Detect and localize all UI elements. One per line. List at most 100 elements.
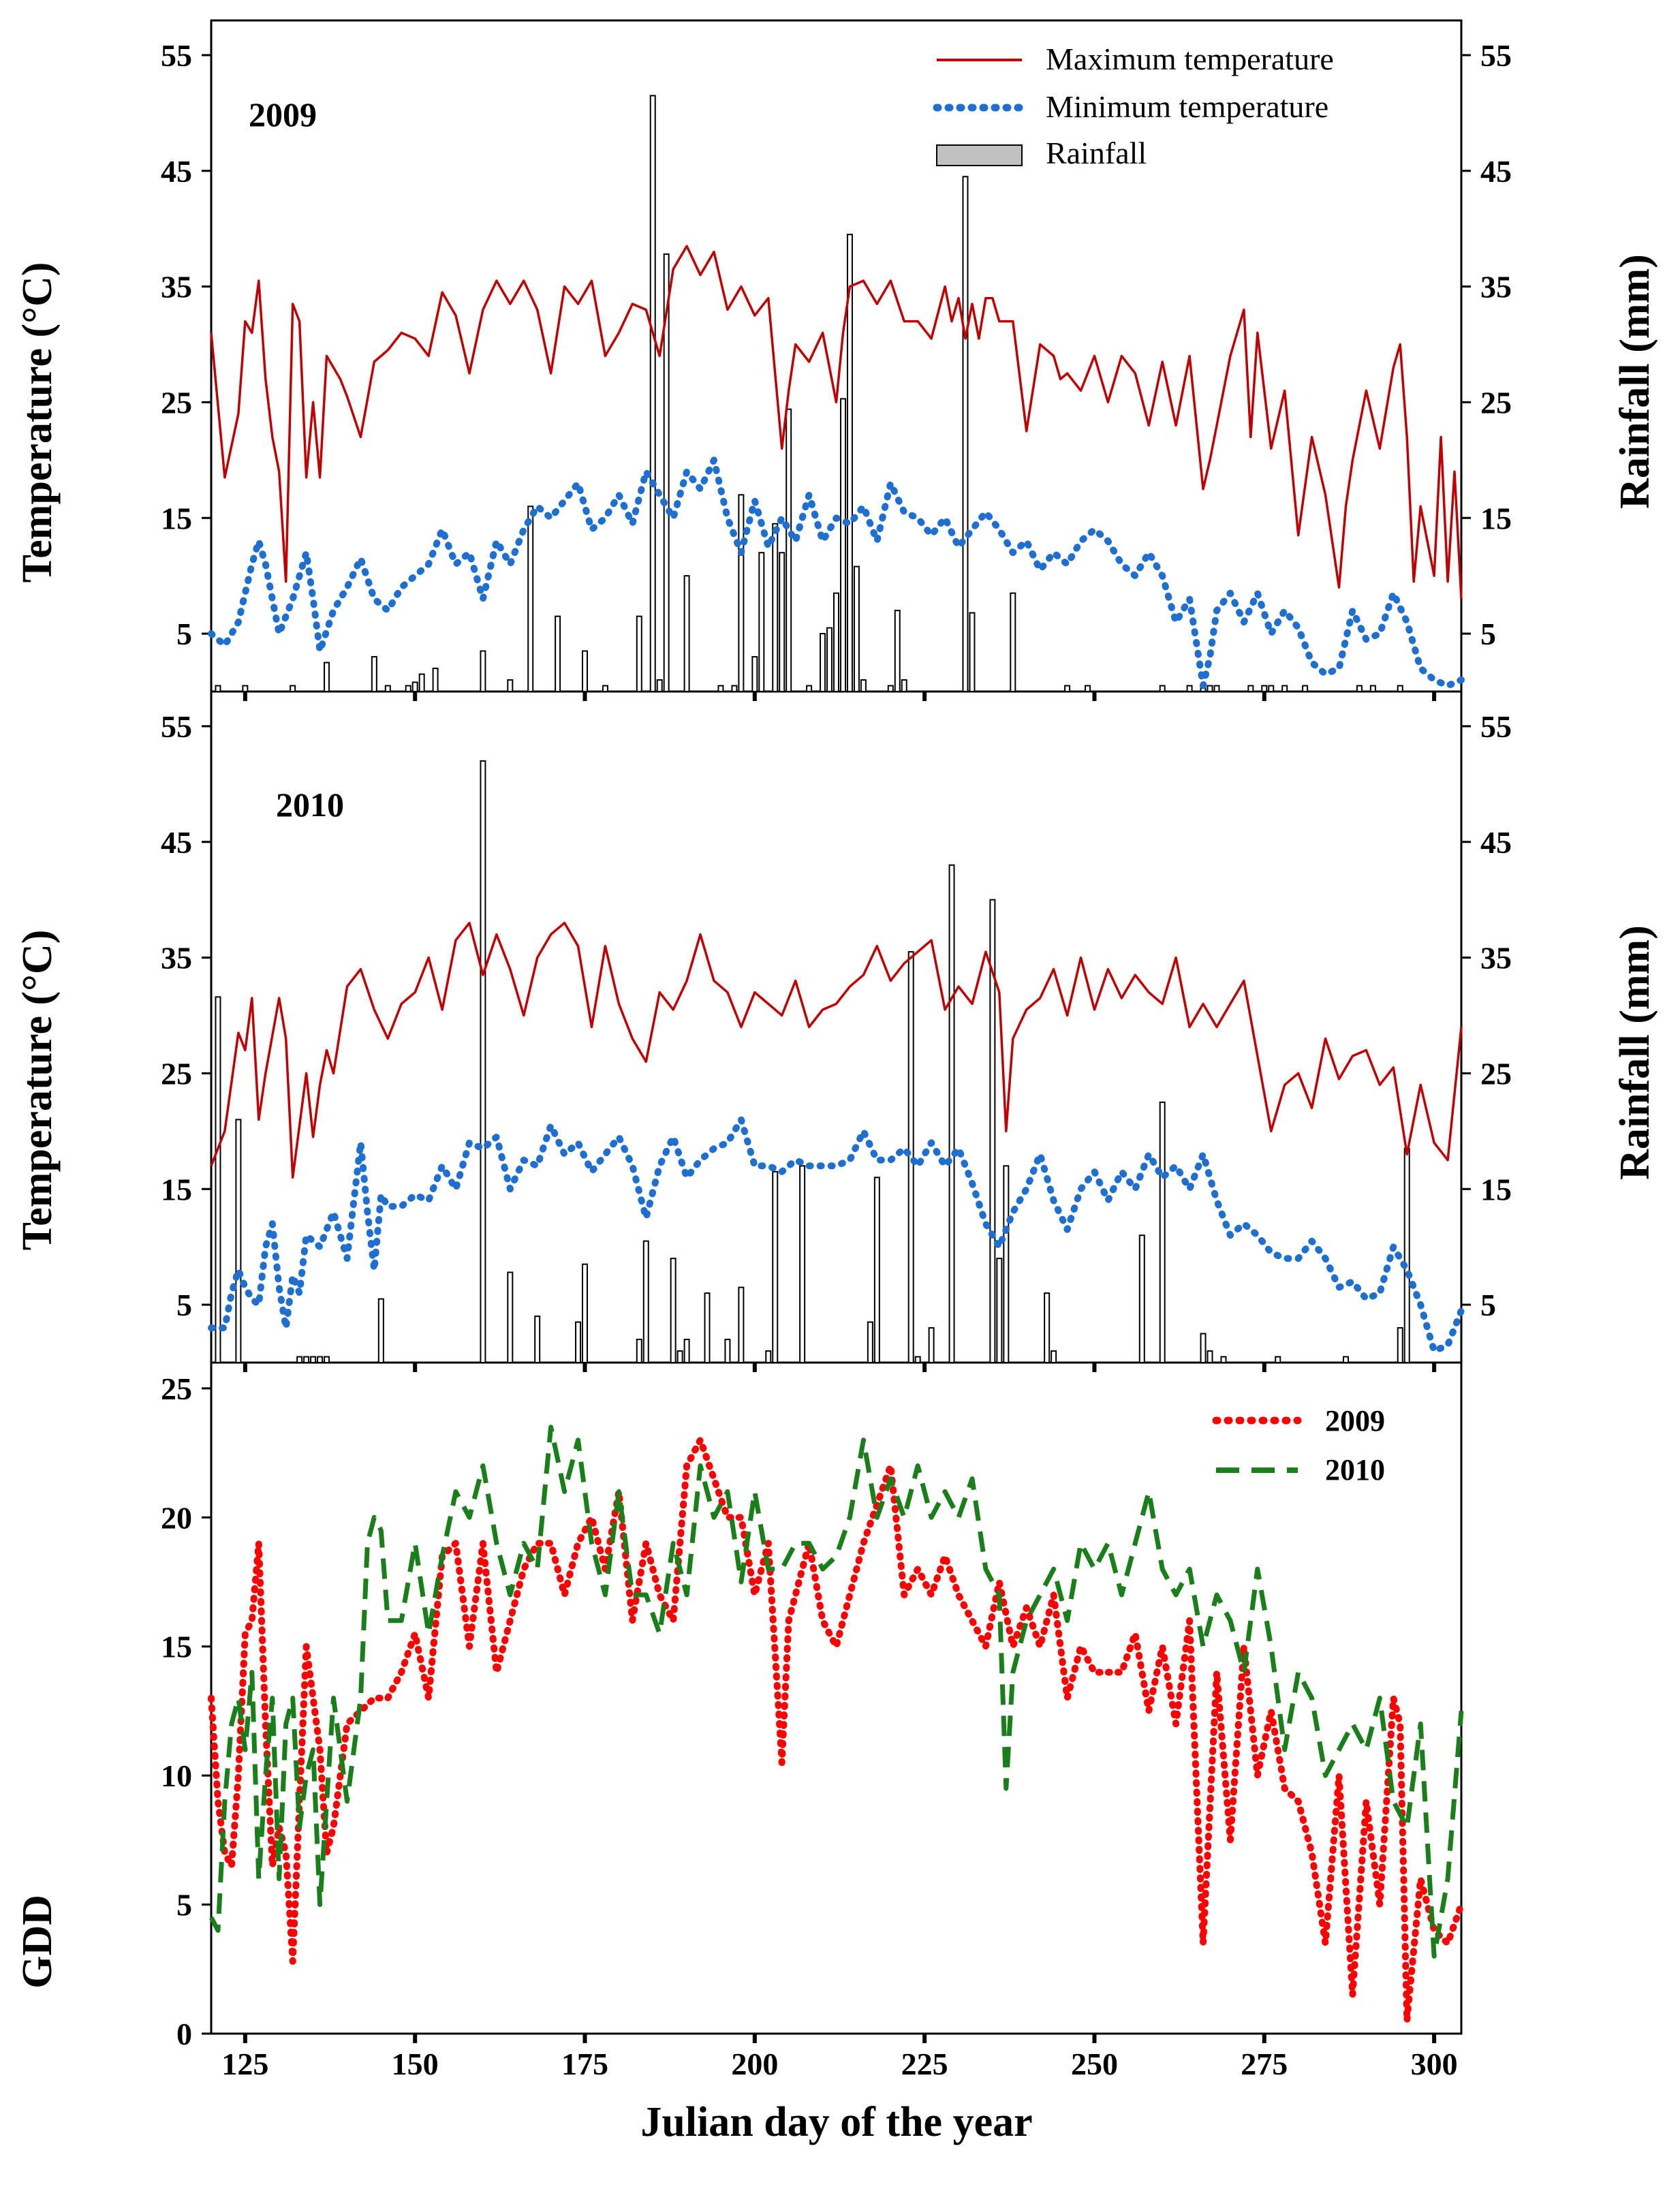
y-tick-label-right: 45 bbox=[1480, 825, 1512, 860]
rainfall-bar bbox=[1403, 1147, 1410, 1363]
y-tick-label-left: 25 bbox=[161, 385, 192, 420]
rainfall-bar bbox=[779, 552, 785, 693]
rainfall-bar bbox=[853, 565, 860, 692]
temperature-axis-title-2010: Temperature (°C) bbox=[14, 930, 61, 1251]
rainfall-bar bbox=[507, 1271, 514, 1363]
rainfall-bar bbox=[1200, 1333, 1207, 1363]
rainfall-bar bbox=[555, 615, 561, 692]
y-tick-label-right: 55 bbox=[1480, 38, 1512, 73]
x-tick-label: 275 bbox=[1241, 2047, 1288, 2081]
rainfall-bar bbox=[1247, 685, 1254, 692]
rainfall-bar bbox=[1051, 1350, 1057, 1363]
y-tick-label-left: 25 bbox=[161, 1056, 192, 1091]
y-tick-label-left: 55 bbox=[161, 38, 192, 73]
rainfall-bar bbox=[1044, 1292, 1051, 1363]
rainfall-bar bbox=[1342, 1356, 1349, 1364]
rainfall-bar bbox=[676, 1350, 683, 1363]
y-tick-label-left: 35 bbox=[161, 270, 192, 305]
x-tick-label: 150 bbox=[392, 2047, 439, 2081]
x-tick-label: 175 bbox=[561, 2047, 608, 2081]
rainfall-bar bbox=[1207, 1350, 1213, 1363]
x-tick-label: 125 bbox=[221, 2047, 268, 2081]
rainfall-bar bbox=[290, 685, 296, 692]
rainfall-bar bbox=[1064, 685, 1071, 692]
rainfall-bar bbox=[1369, 685, 1376, 692]
rainfall-bar bbox=[1302, 685, 1309, 692]
rainfall-bar bbox=[785, 408, 792, 692]
rainfall-bar bbox=[1220, 1356, 1227, 1364]
rainfall-bar bbox=[738, 1286, 745, 1363]
y-tick-label-right: 45 bbox=[1480, 154, 1512, 189]
y-tick-label-left: 5 bbox=[176, 617, 192, 651]
rainfall-bar bbox=[867, 1321, 873, 1363]
rainfall-bar bbox=[636, 1339, 642, 1363]
rainfall-bar bbox=[215, 996, 221, 1363]
rainfall-bar bbox=[901, 679, 907, 692]
rainfall-bar bbox=[758, 552, 765, 693]
x-tick-label: 200 bbox=[731, 2047, 778, 2081]
rainfall-bar bbox=[833, 592, 839, 692]
rainfall-bar bbox=[1159, 685, 1166, 692]
rainfall-bar bbox=[432, 668, 439, 693]
rainfall-bar bbox=[663, 253, 670, 693]
rainfall-bar bbox=[507, 679, 514, 692]
rainfall-bar bbox=[235, 1119, 242, 1363]
y-tick-label-right: 35 bbox=[1480, 941, 1512, 976]
legend-temperature-rainfall: Maximum temperature Minimum temperature … bbox=[933, 42, 1334, 170]
rainfall-axis-title-2009: Rainfall (mm) bbox=[1612, 254, 1658, 509]
rainfall-bar bbox=[1397, 1327, 1403, 1364]
legend-max-label: Maximum temperature bbox=[1046, 42, 1334, 76]
rainfall-bar bbox=[928, 1327, 935, 1364]
rainfall-bar bbox=[1275, 1356, 1281, 1364]
rainfall-bar bbox=[765, 1350, 772, 1363]
rainfall-bar bbox=[772, 523, 779, 692]
rainfall-bar bbox=[1003, 1165, 1010, 1363]
rainfall-bar bbox=[1207, 685, 1213, 692]
legend-min-label: Minimum temperature bbox=[1046, 89, 1328, 124]
rainfall-bar bbox=[602, 685, 608, 692]
rainfall-bar bbox=[860, 679, 867, 692]
panel-gdd-frame bbox=[210, 1361, 1463, 2035]
rainfall-bar bbox=[636, 615, 642, 692]
rainfall-bar bbox=[704, 1292, 711, 1363]
y-tick-label-left: 25 bbox=[161, 1371, 192, 1406]
rainfall-bar bbox=[996, 1258, 1003, 1363]
rainfall-bar bbox=[962, 176, 969, 693]
y-tick-label-right: 25 bbox=[1480, 1056, 1512, 1091]
rainfall-bar bbox=[670, 1258, 676, 1363]
rainfall-bar bbox=[969, 612, 976, 692]
rainfall-bar bbox=[1084, 685, 1091, 692]
rainfall-bar bbox=[1261, 685, 1268, 692]
legend-rain-label: Rainfall bbox=[1046, 136, 1147, 170]
rainfall-bar bbox=[1159, 1101, 1166, 1363]
y-tick-label-left: 10 bbox=[161, 1758, 192, 1793]
rainfall-bar bbox=[1213, 685, 1220, 692]
y-tick-label-left: 55 bbox=[161, 709, 192, 744]
gdd-axis-title: GDD bbox=[14, 1895, 61, 1989]
rainfall-bar bbox=[1356, 685, 1363, 692]
rainfall-bar bbox=[894, 610, 901, 692]
series-line-2010 bbox=[208, 1425, 1464, 1959]
legend-gdd: 2009 2010 bbox=[1212, 1404, 1385, 1487]
rainfall-bar bbox=[1281, 685, 1288, 692]
panel-2009-frame bbox=[210, 19, 1463, 693]
rainfall-bar bbox=[411, 681, 418, 693]
rainfall-bar bbox=[1138, 1234, 1145, 1364]
rainfall-bar bbox=[1010, 592, 1016, 692]
legend-2009-label: 2009 bbox=[1325, 1404, 1385, 1438]
rainfall-bar bbox=[480, 650, 486, 693]
rainfall-bar bbox=[751, 656, 758, 692]
y-tick-label-right: 5 bbox=[1480, 1288, 1496, 1322]
rainfall-bar bbox=[826, 627, 833, 693]
rainfall-bar bbox=[683, 575, 690, 693]
rainfall-bar bbox=[839, 398, 846, 692]
rainfall-bar bbox=[405, 685, 411, 692]
series-line-2009 bbox=[208, 1436, 1465, 2025]
rainfall-bar bbox=[820, 633, 826, 692]
x-axis-title: Julian day of the year bbox=[640, 2099, 1032, 2145]
y-tick-label-left: 20 bbox=[161, 1500, 192, 1535]
rainfall-bar bbox=[527, 506, 534, 693]
y-tick-label-right: 5 bbox=[1480, 617, 1496, 651]
y-tick-label-right: 35 bbox=[1480, 270, 1512, 305]
